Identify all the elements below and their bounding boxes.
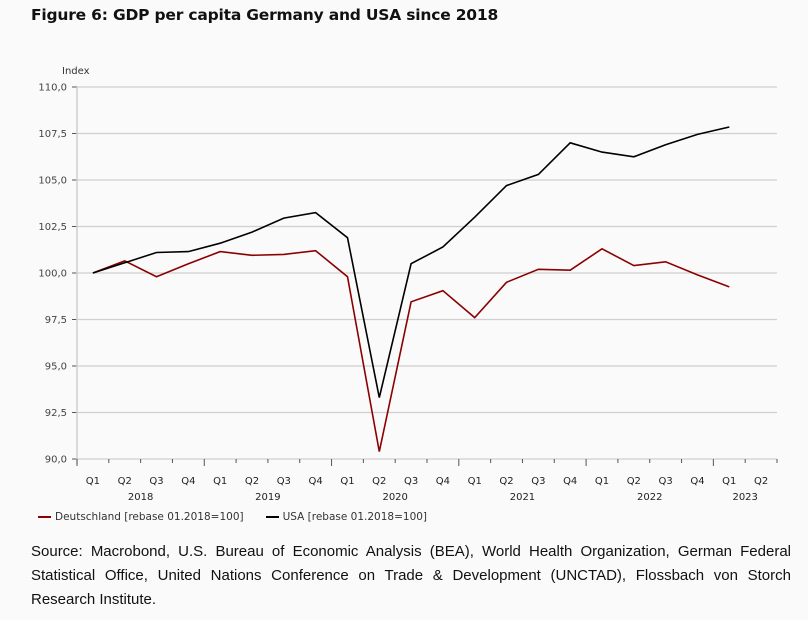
- source-note: Source: Macrobond, U.S. Bureau of Econom…: [31, 543, 791, 608]
- x-tick-label-quarter: Q1: [340, 476, 354, 487]
- y-tick-label: 110,0: [38, 83, 67, 94]
- series-line-germany: [92, 247, 730, 452]
- x-tick-label-quarter: Q4: [563, 476, 577, 487]
- x-tick-label-quarter: Q3: [404, 476, 418, 487]
- y-tick-label: 92,5: [45, 408, 67, 419]
- series-lines: [92, 126, 730, 452]
- legend-label-usa: USA [rebase 01.2018=100]: [282, 511, 428, 523]
- x-tick-label-quarter: Q1: [595, 476, 609, 487]
- x-tick-label-quarter: Q4: [436, 476, 450, 487]
- x-tick-label-year: 2018: [128, 492, 153, 503]
- x-tick-label-year: 2021: [510, 492, 535, 503]
- legend-item-germany: Deutschland [rebase 01.2018=100]: [38, 511, 244, 523]
- y-tick-label: 100,0: [38, 269, 67, 280]
- x-tick-label-quarter: Q1: [86, 476, 100, 487]
- x-tick-label-year: 2020: [382, 492, 407, 503]
- axes: [72, 86, 778, 466]
- x-tick-label-quarter: Q1: [468, 476, 482, 487]
- y-tick-label: 105,0: [38, 176, 67, 187]
- x-tick-label-quarter: Q4: [181, 476, 195, 487]
- x-tick-label-quarter: Q2: [118, 476, 132, 487]
- series-line-usa: [92, 126, 730, 398]
- chart-title: Figure 6: GDP per capita Germany and USA…: [31, 6, 499, 24]
- x-tick-label-year: 2022: [637, 492, 662, 503]
- y-axis-label: Index: [62, 66, 90, 77]
- x-tick-label-quarter: Q1: [213, 476, 227, 487]
- x-tick-label-quarter: Q4: [690, 476, 704, 487]
- x-tick-label-quarter: Q2: [372, 476, 386, 487]
- x-tick-label-quarter: Q3: [149, 476, 163, 487]
- legend: Deutschland [rebase 01.2018=100] USA [re…: [38, 511, 427, 523]
- x-tick-label-quarter: Q2: [245, 476, 259, 487]
- y-tick-label: 95,0: [45, 362, 67, 373]
- y-tick-label: 107,5: [38, 129, 67, 140]
- legend-swatch-usa: [265, 516, 279, 518]
- x-tick-label-quarter: Q2: [627, 476, 641, 487]
- legend-swatch-germany: [38, 516, 51, 518]
- x-tick-label-quarter: Q2: [754, 476, 768, 487]
- x-tick-label-quarter: Q2: [499, 476, 513, 487]
- y-tick-labels: 90,0 92,5 95,0 97,5 100,0 102,5 105,0 107,5 110,…: [38, 83, 67, 466]
- x-tick-label-quarter: Q3: [659, 476, 673, 487]
- x-tick-label-quarter: Q1: [722, 476, 736, 487]
- legend-label-germany: Deutschland [rebase 01.2018=100]: [55, 511, 244, 523]
- y-tick-label: 102,5: [38, 222, 67, 233]
- x-tick-label-year: 2023: [732, 492, 757, 503]
- y-tick-label: 90,0: [45, 455, 67, 466]
- x-tick-label-quarter: Q4: [309, 476, 323, 487]
- x-tick-label-year: 2019: [255, 492, 280, 503]
- legend-item-usa: USA [rebase 01.2018=100]: [265, 511, 428, 523]
- x-tick-labels: Q1 Q2 Q3 Q4 Q1 Q2 Q3 Q4 Q1 Q2 Q3 Q4 Q1 Q2 Q3 Q4 Q1 Q2 Q3 Q4…: [86, 476, 768, 503]
- x-tick-label-quarter: Q3: [277, 476, 291, 487]
- x-tick-label-quarter: Q3: [531, 476, 545, 487]
- y-tick-label: 97,5: [45, 315, 67, 326]
